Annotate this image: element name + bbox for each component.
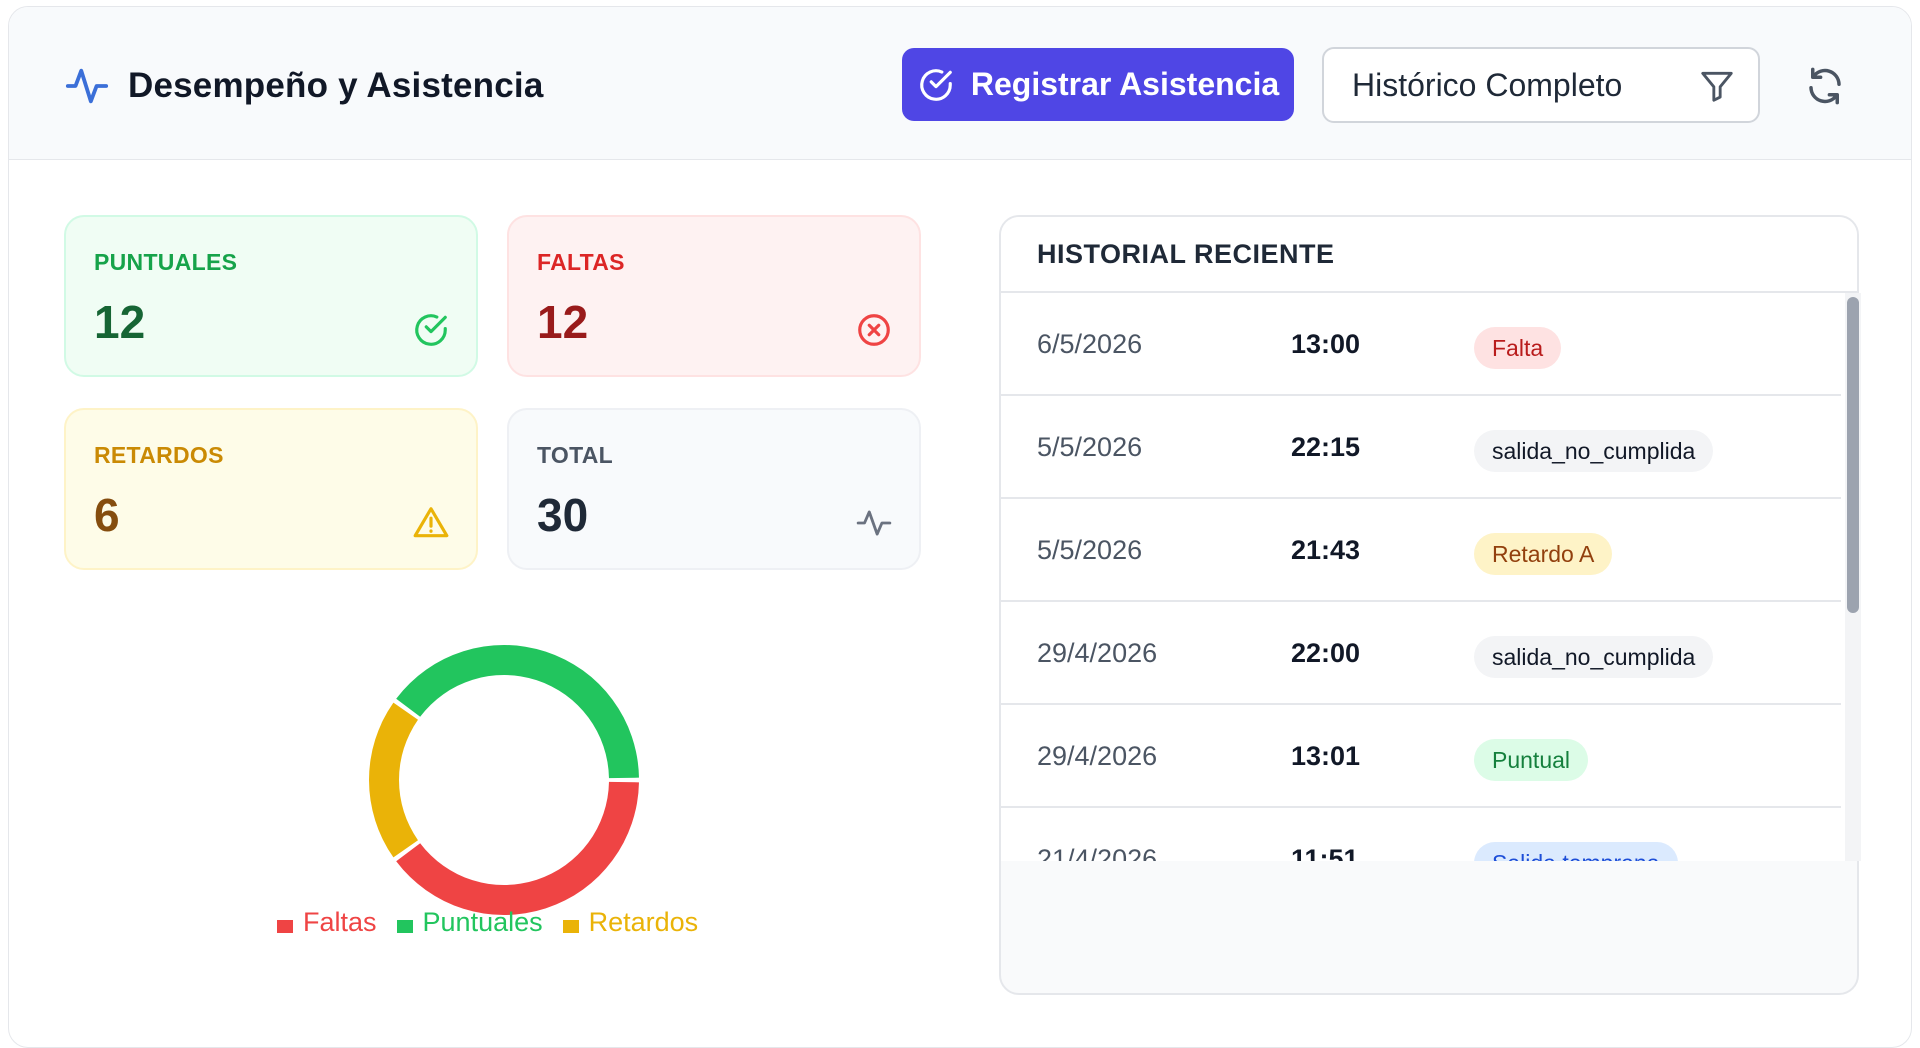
stat-value: 6	[94, 489, 120, 541]
refresh-icon[interactable]	[1804, 65, 1846, 107]
legend-swatch	[277, 920, 293, 933]
stat-label: FALTAS	[537, 249, 625, 275]
x-circle-icon	[858, 314, 890, 346]
legend-swatch	[562, 920, 579, 933]
history-row: 6/5/2026 13:00 Falta	[1001, 293, 1841, 396]
history-time: 13:01	[1291, 741, 1361, 771]
history-date: 21/4/2026	[1037, 844, 1158, 861]
donut-slice-puntuales[interactable]	[396, 645, 639, 779]
history-list: 6/5/2026 13:00 Falta 5/5/2026 22:15 salida_no…	[1001, 293, 1857, 861]
warning-triangle-icon	[413, 507, 449, 538]
status-badge: salida_no_cumplida	[1474, 430, 1714, 472]
history-title: HISTORIAL RECIENTE	[1001, 217, 1857, 293]
history-time: 11:51	[1291, 844, 1359, 861]
check-circle-icon	[415, 314, 447, 346]
history-row: 29/4/2026 22:00 salida_no_cumplida	[1001, 602, 1841, 705]
check-circle-icon	[920, 68, 952, 101]
history-date: 29/4/2026	[1037, 638, 1158, 668]
legend-item[interactable]: Faltas	[277, 907, 377, 938]
performance-card: Desempeño y Asistencia Registrar Asisten…	[8, 6, 1912, 1048]
stat-label: RETARDOS	[94, 442, 224, 468]
history-row: 5/5/2026 22:15 salida_no_cumplida	[1001, 396, 1841, 499]
history-row: 21/4/2026 11:51 Salida temprana	[1001, 808, 1841, 861]
history-date: 5/5/2026	[1037, 432, 1143, 462]
history-time: 22:15	[1291, 432, 1361, 462]
donut-slice-retardos[interactable]	[369, 702, 418, 858]
history-scrollbar[interactable]	[1847, 297, 1859, 613]
legend-item[interactable]: Puntuales	[396, 907, 543, 938]
stat-card-puntuales: PUNTUALES 12	[64, 215, 478, 377]
history-time: 22:00	[1291, 638, 1361, 668]
legend-label: Faltas	[303, 907, 377, 937]
history-row: 29/4/2026 13:01 Puntual	[1001, 705, 1841, 808]
legend-label: Puntuales	[422, 907, 543, 937]
stat-label: TOTAL	[537, 442, 614, 468]
status-badge: Retardo A	[1474, 533, 1613, 575]
stat-card-faltas: FALTAS 12	[507, 215, 921, 377]
chart-legend: Faltas Puntuales Retardos	[277, 907, 698, 938]
stat-label: PUNTUALES	[94, 249, 238, 275]
card-header: Desempeño y Asistencia Registrar Asisten…	[9, 7, 1911, 160]
legend-swatch	[396, 920, 413, 933]
stat-value: 30	[537, 489, 589, 541]
legend-item[interactable]: Retardos	[562, 907, 699, 938]
stat-value: 12	[537, 296, 589, 348]
status-badge: Salida temprana	[1474, 842, 1678, 861]
legend-label: Retardos	[588, 907, 699, 937]
history-time: 13:00	[1291, 329, 1361, 359]
funnel-icon	[1701, 71, 1733, 102]
status-badge: Falta	[1474, 327, 1562, 369]
activity-icon	[65, 68, 109, 104]
history-date: 29/4/2026	[1037, 741, 1158, 771]
stat-card-total: TOTAL 30	[507, 408, 921, 570]
stat-card-retardos: RETARDOS 6	[64, 408, 478, 570]
period-filter-value: Histórico Completo	[1352, 66, 1623, 103]
history-time: 21:43	[1291, 535, 1361, 565]
period-filter-select[interactable]: Histórico Completo	[1322, 47, 1760, 123]
activity-icon	[856, 510, 892, 536]
attendance-donut-chart	[369, 645, 639, 915]
register-attendance-label: Registrar Asistencia	[970, 66, 1280, 102]
history-date: 5/5/2026	[1037, 535, 1143, 565]
history-date: 6/5/2026	[1037, 329, 1143, 359]
history-row: 5/5/2026 21:43 Retardo A	[1001, 499, 1841, 602]
donut-slice-faltas[interactable]	[396, 781, 639, 915]
status-badge: salida_no_cumplida	[1474, 636, 1714, 678]
history-panel: HISTORIAL RECIENTE 6/5/2026 13:00 Falta 5/5…	[999, 215, 1859, 995]
page-title: Desempeño y Asistencia	[128, 66, 544, 105]
title-group: Desempeño y Asistencia	[64, 63, 544, 109]
register-attendance-button[interactable]: Registrar Asistencia	[902, 48, 1294, 121]
status-badge: Puntual	[1474, 739, 1589, 781]
stat-value: 12	[94, 296, 146, 348]
